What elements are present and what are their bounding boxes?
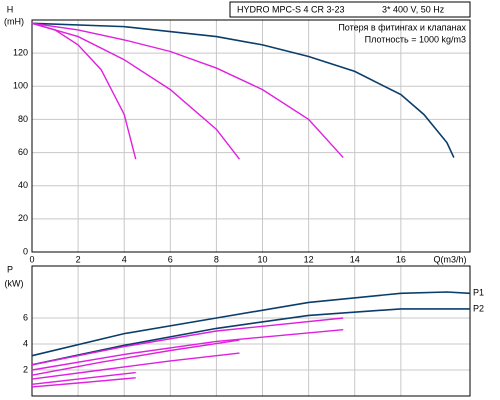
y-tick-label: 120 (13, 48, 28, 58)
curve (31, 377, 136, 388)
x-tick-label: 16 (396, 254, 406, 264)
curve (31, 317, 344, 366)
y-tick-label: 0 (23, 246, 28, 256)
y-tick-label: 40 (18, 180, 28, 190)
curve (31, 291, 471, 357)
x-tick-label: 14 (350, 254, 360, 264)
x-tick-label: 12 (304, 254, 314, 264)
annotation: Плотность = 1000 kg/m3 (365, 34, 466, 44)
curve (31, 339, 240, 376)
curve (31, 371, 136, 385)
x-axis-label: Q(m3/h) (433, 254, 466, 264)
curve (31, 329, 344, 371)
y-axis-label: P (7, 264, 13, 274)
y-tick-label: 80 (18, 114, 28, 124)
y-tick-label: 60 (18, 147, 28, 157)
curve (31, 308, 470, 366)
y-tick-label: 20 (18, 213, 28, 223)
y-axis-unit: (mH) (4, 16, 24, 26)
y-tick-label: 2 (23, 364, 28, 374)
y-tick-label: 4 (23, 338, 28, 348)
x-tick-label: 4 (122, 254, 127, 264)
series-label: P2 (473, 303, 484, 313)
y-axis-label: H (7, 4, 14, 14)
y-tick-label: 100 (13, 81, 28, 91)
y-axis-unit: (kW) (5, 278, 24, 288)
curve (31, 22, 455, 158)
curve (31, 352, 240, 380)
plot-frame (31, 19, 471, 253)
annotation: Потеря в фитингах и клапанах (338, 22, 466, 32)
series-label: P1 (473, 288, 484, 298)
title-box (229, 1, 471, 18)
x-tick-label: 10 (258, 254, 268, 264)
chart-title: HYDRO MPC-S 4 CR 3-23 (237, 4, 345, 14)
curve (31, 22, 241, 160)
x-tick-label: 0 (29, 254, 34, 264)
curve (31, 22, 344, 159)
x-tick-label: 6 (168, 254, 173, 264)
y-tick-label: 6 (23, 312, 28, 322)
x-tick-label: 8 (214, 254, 219, 264)
plot-frame (31, 265, 471, 397)
x-tick-label: 2 (76, 254, 81, 264)
curve (31, 22, 137, 160)
chart-subtitle: 3* 400 V, 50 Hz (382, 4, 445, 14)
